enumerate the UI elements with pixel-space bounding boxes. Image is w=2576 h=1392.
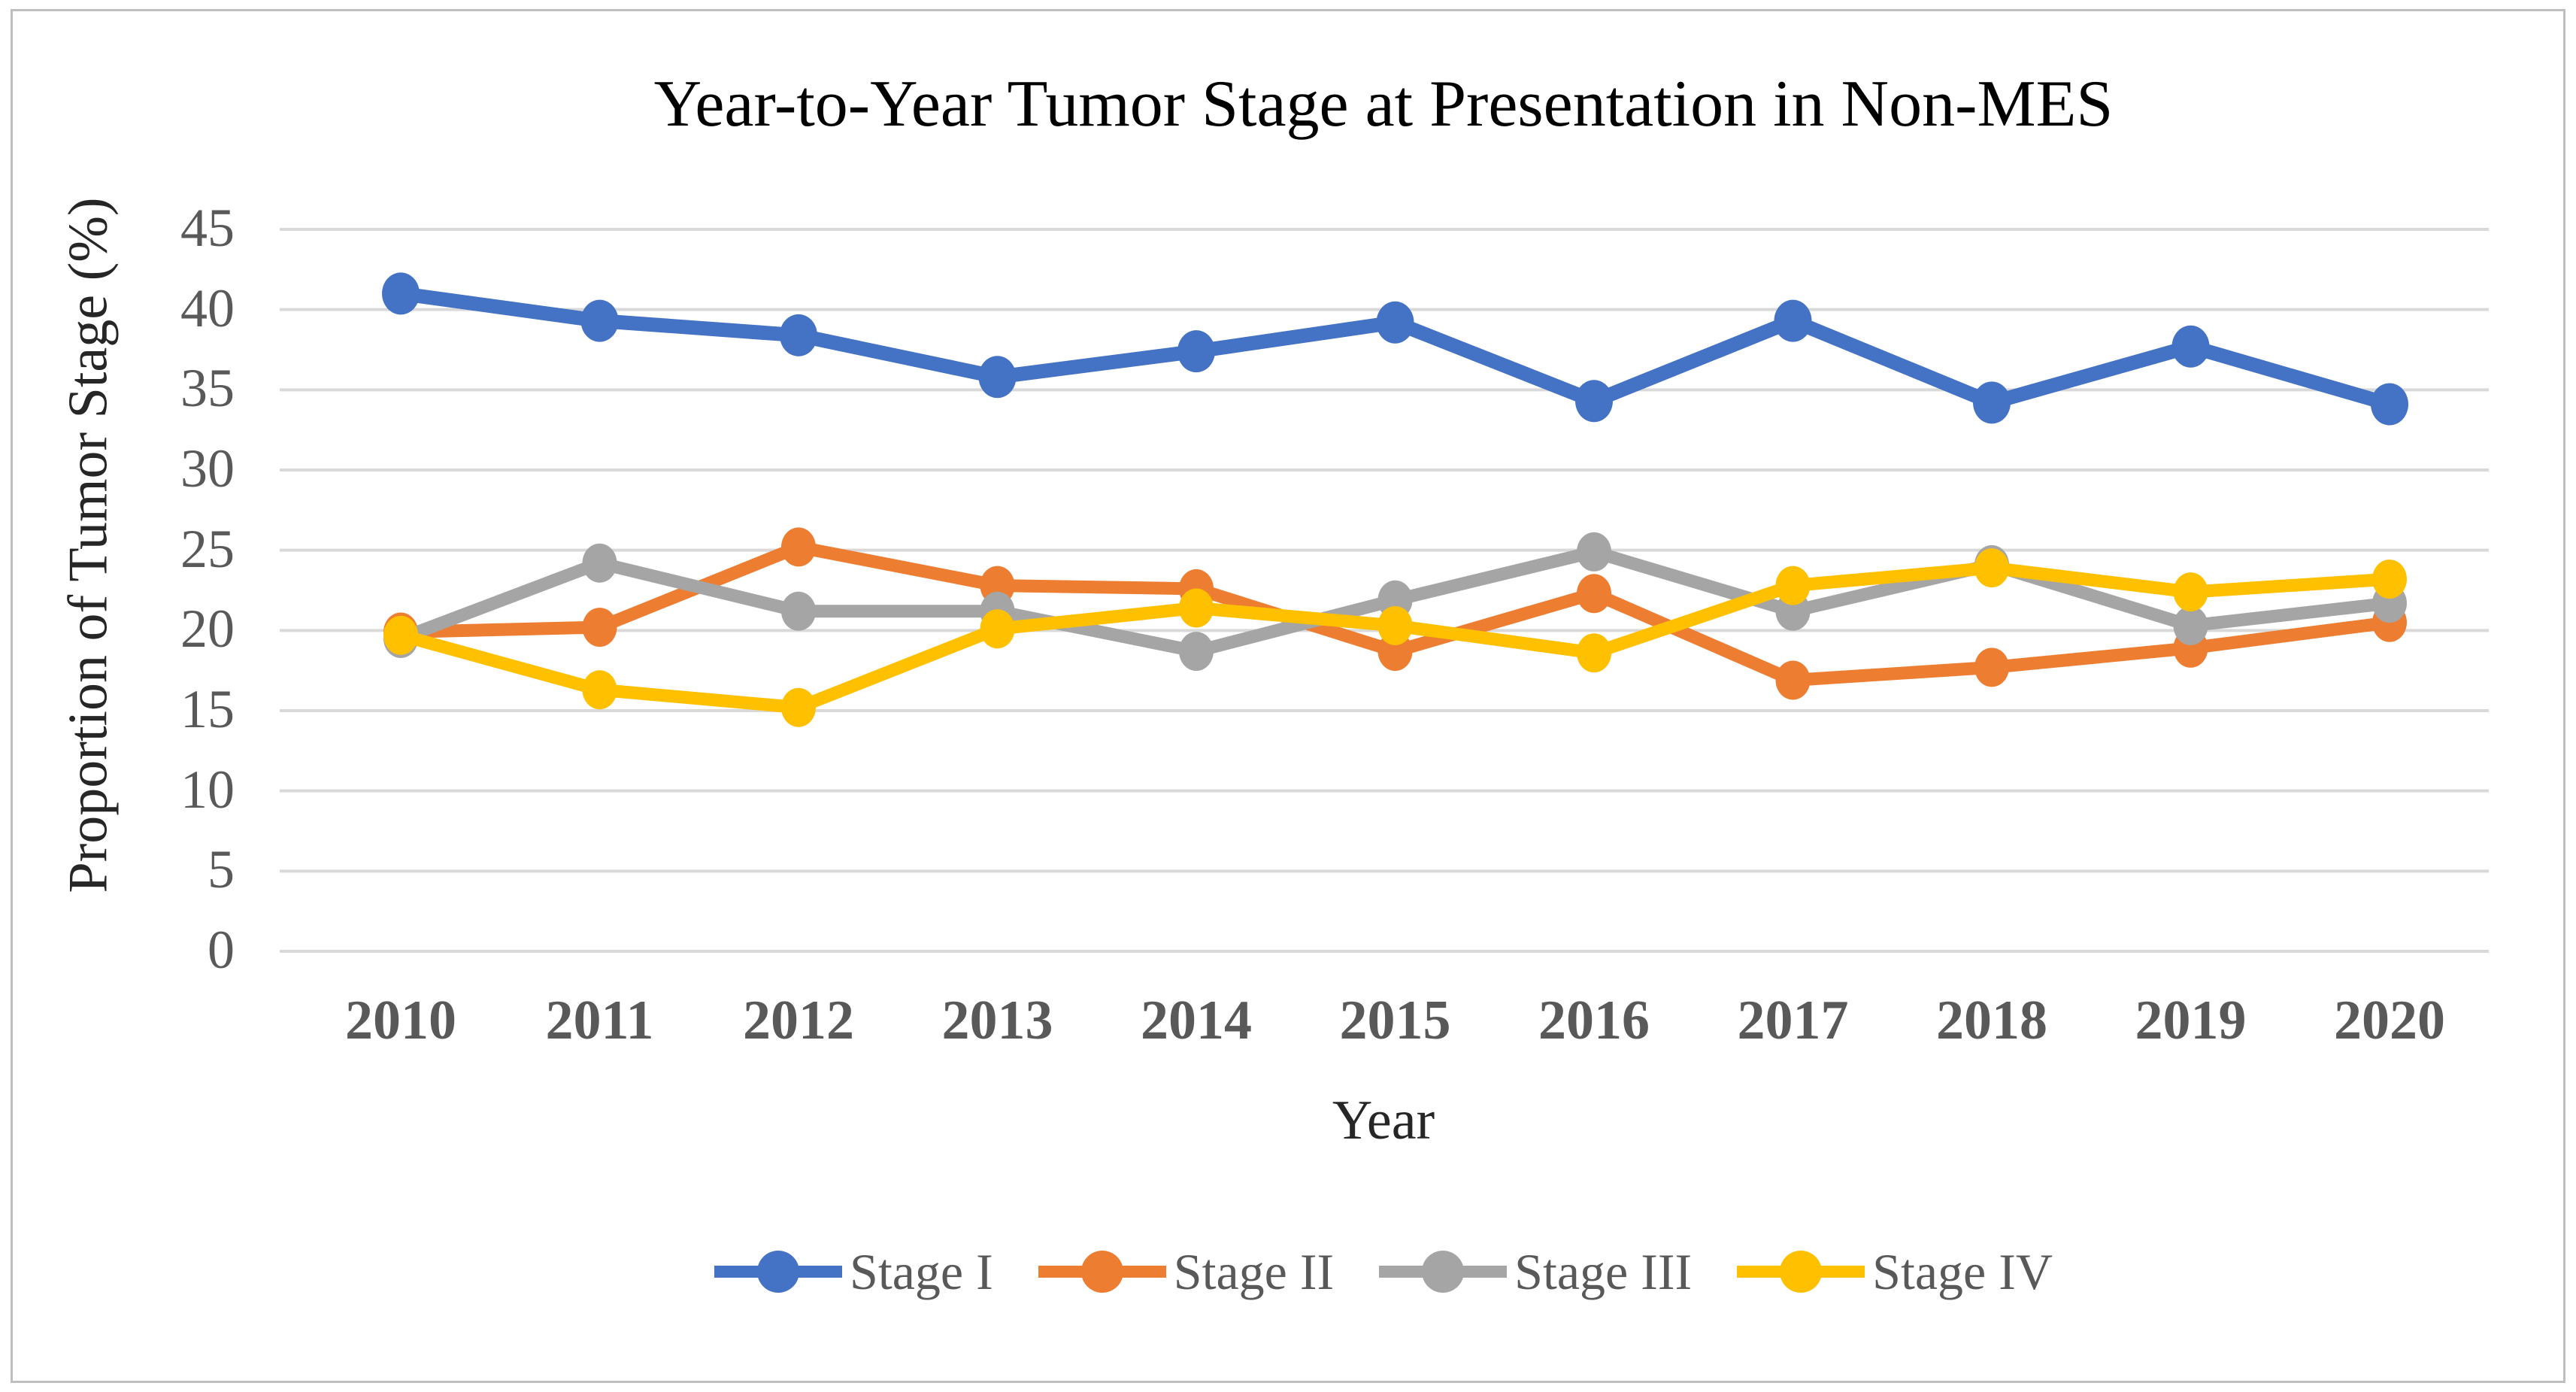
data-point-stage-i	[2371, 383, 2408, 426]
y-tick-label: 25	[180, 518, 235, 579]
legend-item-stage-ii: Stage II	[1038, 1230, 1334, 1313]
data-point-stage-iv	[2372, 560, 2407, 599]
y-tick-label: 10	[180, 759, 235, 820]
x-tick-label: 2011	[545, 990, 654, 1051]
x-tick-label: 2014	[1141, 990, 1252, 1051]
x-tick-label: 2020	[2334, 990, 2445, 1051]
data-point-stage-iv	[1775, 566, 1811, 605]
data-point-stage-ii	[582, 608, 617, 647]
stage-iii-marker-icon	[1379, 1230, 1508, 1313]
data-point-stage-ii	[1577, 574, 1611, 614]
data-point-stage-i	[2171, 325, 2210, 368]
data-point-stage-i	[1774, 299, 1812, 342]
data-point-stage-iv	[781, 687, 816, 727]
data-point-stage-ii	[1974, 647, 2009, 687]
data-point-stage-i	[1575, 380, 1613, 423]
data-point-stage-iv	[1179, 588, 1214, 628]
data-point-stage-ii	[781, 527, 816, 567]
x-tick-label: 2019	[2135, 990, 2247, 1051]
x-tick-label: 2015	[1339, 990, 1451, 1051]
x-tick-label: 2013	[941, 990, 1053, 1051]
x-axis-title: Year	[1332, 1090, 1435, 1151]
figure-border	[11, 9, 2565, 1383]
stage-iv-marker-icon	[1737, 1230, 1865, 1313]
x-tick-label: 2017	[1737, 990, 1849, 1051]
data-point-stage-i	[1376, 301, 1414, 344]
y-tick-label: 20	[180, 599, 235, 660]
legend-item-stage-iii: Stage III	[1379, 1230, 1692, 1313]
data-point-stage-iv	[1577, 633, 1611, 673]
data-point-stage-iv	[1974, 548, 2009, 588]
data-point-stage-iii	[1577, 532, 1611, 572]
y-tick-label: 15	[180, 679, 235, 739]
legend-label-stage-iii: Stage III	[1514, 1242, 1693, 1300]
data-point-stage-i	[978, 356, 1017, 399]
data-point-stage-i	[382, 272, 420, 315]
x-tick-label: 2018	[1936, 990, 2047, 1051]
data-point-stage-iv	[1377, 605, 1413, 645]
data-point-stage-i	[780, 314, 817, 356]
legend-item-stage-iv: Stage IV	[1737, 1230, 2053, 1313]
y-tick-label: 5	[208, 839, 235, 900]
data-point-stage-iii	[1179, 632, 1214, 672]
y-tick-label: 30	[180, 438, 235, 499]
data-point-stage-iii	[781, 591, 816, 631]
legend-label-stage-i: Stage I	[850, 1242, 993, 1300]
data-point-stage-iv	[383, 615, 418, 655]
legend-item-stage-i: Stage I	[714, 1230, 993, 1313]
data-point-stage-i	[1177, 330, 1215, 373]
data-point-stage-iv	[980, 609, 1015, 649]
legend-label-stage-iv: Stage IV	[1872, 1242, 2053, 1300]
y-tick-label: 40	[180, 277, 235, 338]
y-tick-label: 35	[180, 358, 235, 419]
stage-i-marker-icon	[714, 1230, 843, 1313]
data-point-stage-ii	[1775, 660, 1811, 700]
data-point-stage-iv	[2173, 572, 2208, 612]
y-tick-label: 45	[180, 198, 235, 258]
legend: Stage I Stage II Stage III Stage IV	[278, 1230, 2489, 1313]
data-point-stage-i	[580, 299, 619, 342]
x-tick-label: 2016	[1538, 990, 1650, 1051]
x-tick-label: 2010	[345, 990, 456, 1051]
data-point-stage-iii	[582, 543, 617, 583]
stage-ii-marker-icon	[1038, 1230, 1166, 1313]
x-tick-label: 2012	[743, 990, 854, 1051]
chart-title: Year-to-Year Tumor Stage at Presentation…	[653, 68, 2114, 141]
data-point-stage-iv	[582, 670, 617, 710]
y-tick-label: 0	[208, 920, 235, 980]
legend-label-stage-ii: Stage II	[1173, 1242, 1335, 1300]
data-point-stage-iii	[2173, 605, 2208, 645]
data-point-stage-i	[1973, 381, 2011, 424]
